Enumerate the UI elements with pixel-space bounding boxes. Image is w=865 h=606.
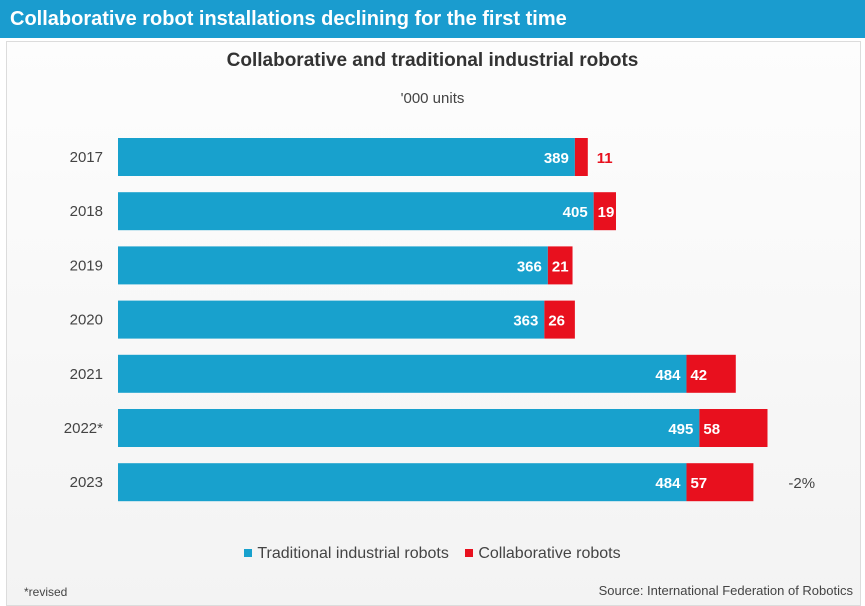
bar-collaborative-2017 xyxy=(574,138,588,176)
bar-collaborative-2020 xyxy=(544,300,575,339)
category-label-2021: 2021 xyxy=(70,366,103,383)
bar-traditional-2023 xyxy=(118,463,687,502)
bar-traditional-2018 xyxy=(118,192,594,231)
chart-subtitle: '000 units xyxy=(400,90,465,107)
annotation-change-0: -2% xyxy=(788,475,815,492)
category-label-2023: 2023 xyxy=(70,474,103,491)
category-label-2018: 2018 xyxy=(70,203,103,220)
data-label-collaborative-2023: 57 xyxy=(690,475,707,492)
category-label-2020: 2020 xyxy=(70,312,103,329)
data-label-collaborative-2019: 21 xyxy=(552,258,569,275)
data-label-traditional-2018: 405 xyxy=(563,204,588,221)
data-label-traditional-2017: 389 xyxy=(544,150,569,167)
source-note: Source: International Federation of Robo… xyxy=(598,583,853,598)
data-label-traditional-2022: 495 xyxy=(668,421,693,438)
legend-label-traditional: Traditional industrial robots xyxy=(257,545,449,562)
data-label-collaborative-2022: 58 xyxy=(703,421,720,438)
bar-collaborative-2018 xyxy=(593,192,616,231)
bar-traditional-2020 xyxy=(118,300,545,339)
legend-item-traditional: Traditional industrial robots xyxy=(244,545,449,563)
legend: Traditional industrial robots Collaborat… xyxy=(0,545,865,563)
bar-traditional-2021 xyxy=(118,354,687,393)
data-label-collaborative-2021: 42 xyxy=(690,367,707,384)
legend-label-collaborative: Collaborative robots xyxy=(478,545,621,562)
data-label-traditional-2019: 366 xyxy=(517,258,542,275)
banner-title: Collaborative robot installations declin… xyxy=(0,0,865,38)
bar-collaborative-2022 xyxy=(699,409,768,447)
data-label-collaborative-2018: 19 xyxy=(598,204,615,221)
bar-traditional-2019 xyxy=(118,246,548,285)
category-label-2017: 2017 xyxy=(70,149,103,166)
bar-traditional-2017 xyxy=(118,138,575,176)
data-label-traditional-2020: 363 xyxy=(513,313,538,330)
legend-item-collaborative: Collaborative robots xyxy=(465,545,621,563)
footnote: *revised xyxy=(24,585,68,599)
bar-collaborative-2023 xyxy=(686,463,754,502)
chart-title: Collaborative and traditional industrial… xyxy=(226,50,639,71)
data-label-traditional-2021: 484 xyxy=(655,367,681,384)
legend-swatch-traditional xyxy=(244,549,253,557)
category-label-2022: 2022* xyxy=(64,420,103,437)
category-label-2019: 2019 xyxy=(70,257,103,274)
data-label-collaborative-2017: 11 xyxy=(597,150,613,167)
data-label-collaborative-2020: 26 xyxy=(548,313,565,330)
legend-swatch-collaborative xyxy=(465,549,474,557)
bar-collaborative-2021 xyxy=(686,354,736,393)
bar-traditional-2022 xyxy=(118,409,700,447)
bar-collaborative-2019 xyxy=(547,246,573,285)
data-label-traditional-2023: 484 xyxy=(655,475,681,492)
